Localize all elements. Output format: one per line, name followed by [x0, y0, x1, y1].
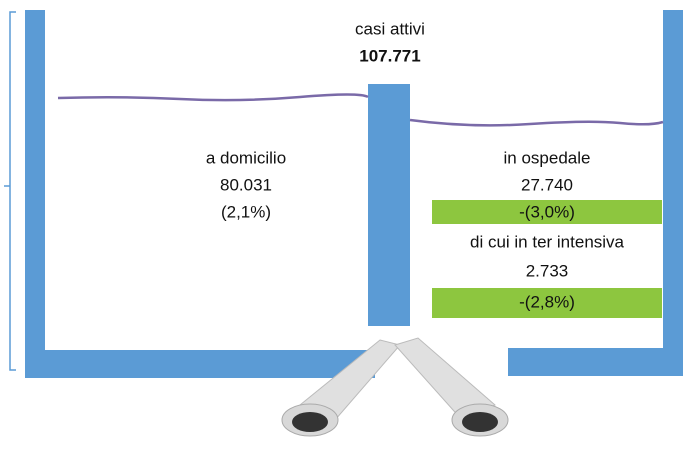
hose-icon: [281, 337, 509, 437]
change-box: [432, 288, 662, 318]
left-bottom: [25, 350, 375, 378]
right-wall: [663, 10, 683, 376]
sub-value: 2.733: [526, 261, 569, 280]
sub-change: -(2,8%): [519, 292, 575, 311]
change: -(3,0%): [519, 202, 575, 221]
change: (2,1%): [221, 202, 271, 221]
middle-wall: [368, 84, 410, 326]
label: a domicilio: [206, 148, 286, 167]
left-wall: [25, 10, 45, 378]
change-box: [432, 200, 662, 224]
right-bottom: [508, 348, 683, 376]
label: in ospedale: [504, 148, 591, 167]
bracket: [4, 11, 16, 371]
title: casi attivi: [355, 19, 425, 38]
value: 80.031: [220, 175, 272, 194]
total: 107.771: [359, 46, 420, 65]
water-level-right: [409, 118, 664, 127]
sub-label: di cui in ter intensiva: [470, 232, 625, 251]
water-level-left: [57, 93, 369, 102]
value: 27.740: [521, 175, 573, 194]
